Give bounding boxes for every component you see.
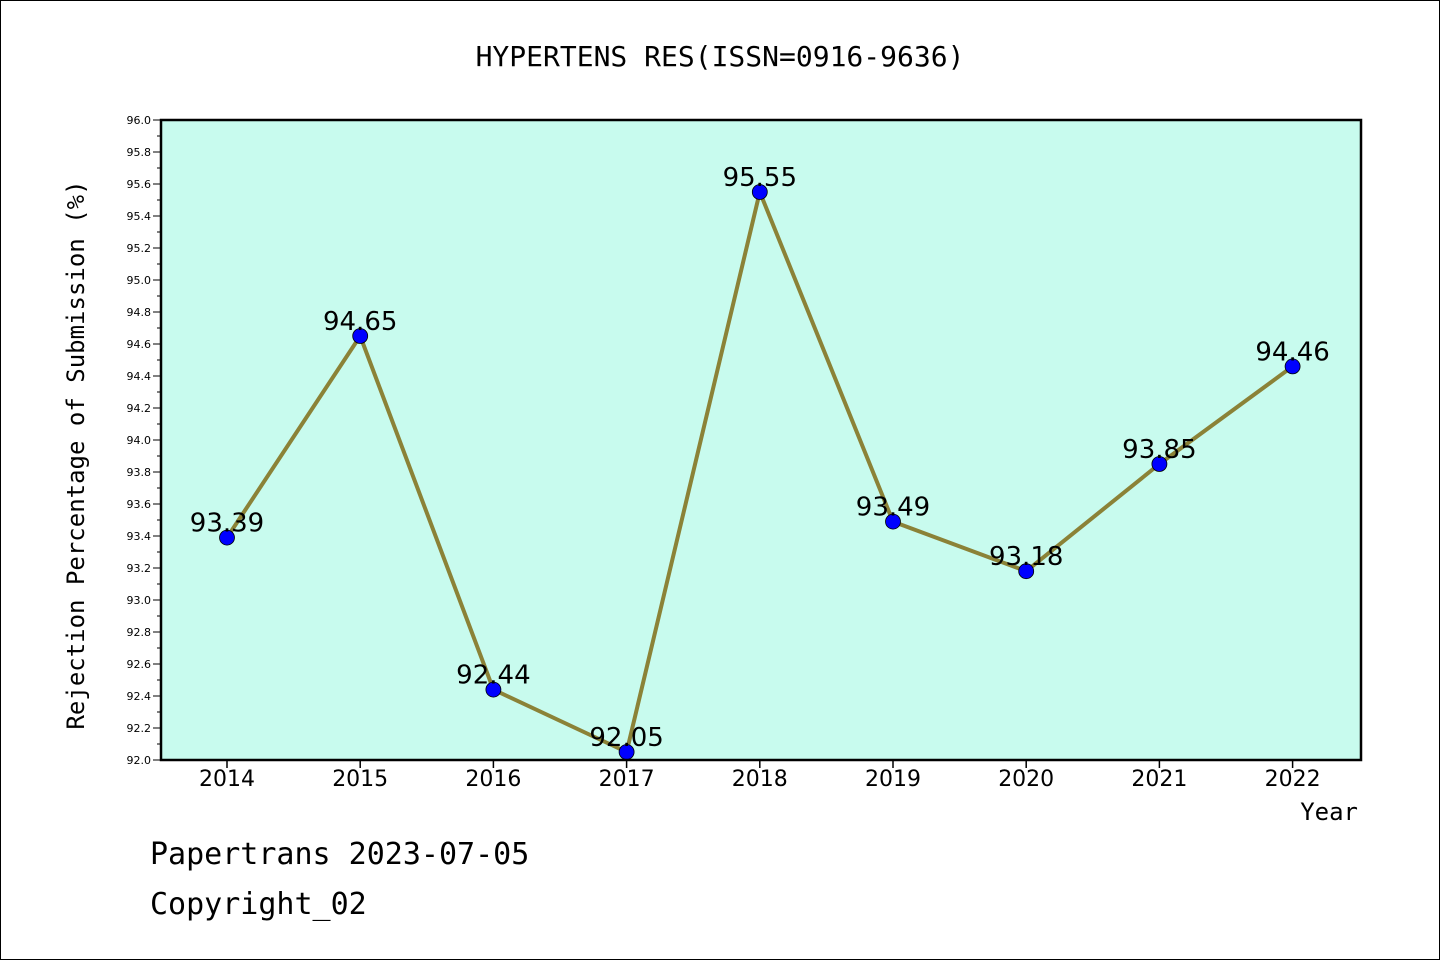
y-tick-label: 94.2 — [127, 402, 152, 415]
data-point — [219, 529, 235, 546]
chart-title: HYPERTENS RES(ISSN=0916-9636) — [476, 40, 965, 73]
data-label: 93.49 — [856, 493, 930, 523]
y-axis-label: Rejection Percentage of Submission (%) — [62, 180, 90, 729]
x-tick-label: 2019 — [865, 767, 921, 792]
data-point — [1151, 456, 1168, 472]
y-tick-label: 94.0 — [127, 434, 152, 447]
data-label: 93.18 — [989, 542, 1063, 572]
y-tick-label: 92.0 — [127, 754, 152, 767]
y-tick-label: 93.0 — [127, 594, 152, 607]
plot-border — [159, 118, 1363, 762]
y-tick-label: 94.6 — [127, 338, 152, 351]
x-axis: 2014 2015 2016 2017 2018 2019 2020 2021 2022 — [199, 760, 1321, 792]
y-tick-label: 94.4 — [127, 370, 152, 383]
data-point — [485, 681, 502, 698]
data-label: 93.85 — [1122, 435, 1196, 465]
y-tick-label: 92.8 — [127, 626, 152, 639]
data-point — [352, 328, 369, 344]
y-tick-label: 95.0 — [127, 274, 152, 287]
data-point — [885, 513, 901, 530]
footer-date: Papertrans 2023-07-05 — [150, 837, 529, 872]
y-tick-label: 95.8 — [127, 146, 152, 159]
data-label: 94.65 — [323, 307, 397, 337]
y-axis: 92.0 92.2 92.4 92.6 92.8 93.0 93.2 93.4 93.6 93.8… — [127, 114, 161, 767]
y-tick-label: 92.6 — [127, 658, 152, 671]
y-tick-label: 94.8 — [127, 306, 152, 319]
data-label: 93.39 — [190, 509, 264, 539]
data-label: 94.46 — [1255, 337, 1329, 367]
y-tick-label: 93.6 — [127, 498, 152, 511]
y-tick-label: 92.2 — [127, 722, 152, 735]
y-tick-label: 95.6 — [127, 178, 152, 191]
x-tick-label: 2022 — [1265, 767, 1321, 792]
y-tick-label: 93.4 — [127, 530, 152, 543]
data-labels: 93.39 94.65 92.44 92.05 95.55 93.49 93.18 93.85… — [190, 163, 1330, 753]
footer-copyright: Copyright_02 — [150, 887, 367, 922]
data-point — [1284, 358, 1301, 375]
data-point — [751, 184, 768, 200]
x-tick-label: 2017 — [599, 767, 655, 792]
y-tick-label: 93.2 — [127, 562, 152, 575]
x-tick-label: 2016 — [465, 767, 521, 792]
y-tick-label: 95.2 — [127, 242, 152, 255]
x-tick-label: 2021 — [1131, 767, 1187, 792]
data-label: 92.05 — [589, 723, 663, 753]
x-axis-label: Year — [1300, 798, 1358, 826]
y-tick-label: 96.0 — [127, 114, 152, 127]
y-tick-label: 93.8 — [127, 466, 152, 479]
data-label: 92.44 — [456, 661, 530, 691]
plot-area — [161, 120, 1361, 760]
y-tick-label: 92.4 — [127, 690, 152, 703]
series-markers — [219, 184, 1301, 760]
x-tick-label: 2014 — [199, 767, 255, 792]
data-label: 95.55 — [723, 163, 797, 193]
data-point — [1018, 563, 1035, 580]
x-tick-label: 2015 — [332, 767, 388, 792]
y-tick-label: 95.4 — [127, 210, 152, 223]
x-tick-label: 2018 — [732, 767, 788, 792]
x-tick-label: 2020 — [998, 767, 1054, 792]
